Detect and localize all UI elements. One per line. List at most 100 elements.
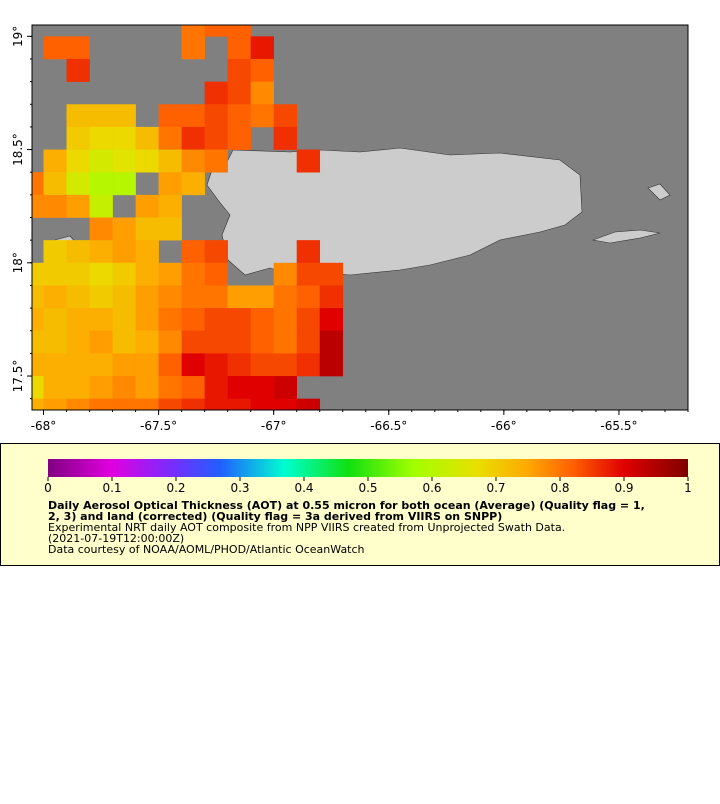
aot-cell xyxy=(66,104,90,128)
legend-line: Data courtesy of NOAA/AOML/PHOD/Atlantic… xyxy=(48,543,365,556)
aot-cell xyxy=(112,240,136,264)
aot-cell xyxy=(181,25,205,37)
aot-cell xyxy=(43,194,67,218)
aot-cell xyxy=(181,330,205,354)
aot-cell xyxy=(250,353,274,377)
aot-cell xyxy=(250,285,274,309)
aot-cell xyxy=(204,376,228,399)
aot-cell xyxy=(181,149,205,173)
aot-cell xyxy=(227,353,251,377)
aot-cell xyxy=(227,308,251,332)
aot-cell xyxy=(112,262,136,286)
aot-cell xyxy=(89,398,113,410)
aot-cell xyxy=(204,104,228,128)
x-tick-label: -66° xyxy=(491,419,517,433)
aot-cell xyxy=(32,398,44,410)
aot-cell xyxy=(273,285,298,309)
aot-cell xyxy=(181,126,205,150)
aot-cell xyxy=(181,353,205,377)
aot-cell xyxy=(319,330,344,354)
aot-cell xyxy=(112,398,136,410)
aot-cell xyxy=(112,376,136,399)
colorbar-tick-label: 0.3 xyxy=(230,481,249,495)
aot-cell xyxy=(158,104,182,128)
legend-title: 2, 3) and land (corrected) (Quality flag… xyxy=(48,510,502,523)
aot-cell xyxy=(89,126,113,150)
aot-cell xyxy=(43,240,67,264)
aot-cell xyxy=(66,398,90,410)
aot-cell xyxy=(89,376,113,399)
aot-cell xyxy=(204,149,228,173)
aot-cell xyxy=(158,376,182,399)
aot-cell xyxy=(135,217,159,241)
aot-cell xyxy=(112,353,136,377)
culebra xyxy=(647,183,671,201)
aot-cell xyxy=(89,353,113,377)
colorbar-tick-label: 0.6 xyxy=(422,481,441,495)
aot-cell xyxy=(296,262,321,286)
aot-cell xyxy=(32,330,44,354)
aot-cell xyxy=(158,285,182,309)
aot-cell xyxy=(227,398,251,410)
colorbar-tick-label: 0.7 xyxy=(486,481,505,495)
aot-cell xyxy=(181,398,205,410)
colorbar xyxy=(48,459,688,477)
x-tick-label: -66.5° xyxy=(370,419,407,433)
aot-cell xyxy=(43,36,67,60)
aot-cell xyxy=(273,308,298,332)
aot-cell xyxy=(66,149,90,173)
aot-cell xyxy=(135,126,159,150)
aot-cell xyxy=(112,330,136,354)
x-tick-label: -65.5° xyxy=(600,419,637,433)
aot-cell xyxy=(227,330,251,354)
colorbar-tick-label: 0.4 xyxy=(294,481,313,495)
aot-cell xyxy=(89,194,113,218)
colorbar-tick-label: 1 xyxy=(684,481,692,495)
aot-cell xyxy=(89,104,113,128)
aot-cell xyxy=(43,308,67,332)
aot-cell xyxy=(181,285,205,309)
aot-cell xyxy=(158,398,182,410)
aot-cell xyxy=(204,330,228,354)
aot-cell xyxy=(204,398,228,410)
aot-cell xyxy=(296,353,321,377)
aot-cell xyxy=(135,376,159,399)
aot-cell xyxy=(158,330,182,354)
aot-cell xyxy=(181,172,205,196)
aot-cell xyxy=(227,376,251,399)
aot-cell xyxy=(89,217,113,241)
vieques xyxy=(591,229,661,244)
aot-cell xyxy=(89,149,113,173)
aot-cell xyxy=(32,308,44,332)
aot-cell xyxy=(66,172,90,196)
aot-cell xyxy=(227,285,251,309)
aot-cell xyxy=(250,308,274,332)
y-tick-label: 19° xyxy=(11,26,25,47)
aot-cell xyxy=(89,262,113,286)
legend-line: Experimental NRT daily AOT composite fro… xyxy=(48,521,565,534)
aot-cell xyxy=(181,308,205,332)
aot-cell xyxy=(227,81,251,105)
aot-cell xyxy=(43,330,67,354)
aot-cell xyxy=(296,330,321,354)
aot-cell xyxy=(273,262,298,286)
aot-cell xyxy=(32,376,44,399)
aot-cell xyxy=(296,149,321,173)
colorbar-tick-label: 0.9 xyxy=(614,481,633,495)
aot-cell xyxy=(135,285,159,309)
y-tick-label: 18° xyxy=(11,252,25,273)
aot-cell xyxy=(319,285,344,309)
aot-cell xyxy=(112,149,136,173)
aot-cell xyxy=(319,262,344,286)
aot-cell xyxy=(227,36,251,60)
aot-cell xyxy=(66,353,90,377)
legend-line: (2021-07-19T12:00:00Z) xyxy=(48,532,184,545)
aot-cell xyxy=(66,330,90,354)
aot-cell xyxy=(66,262,90,286)
aot-cell xyxy=(158,149,182,173)
aot-cell xyxy=(319,353,344,377)
aot-cell xyxy=(112,126,136,150)
aot-cell xyxy=(66,285,90,309)
aot-cell xyxy=(204,126,228,150)
